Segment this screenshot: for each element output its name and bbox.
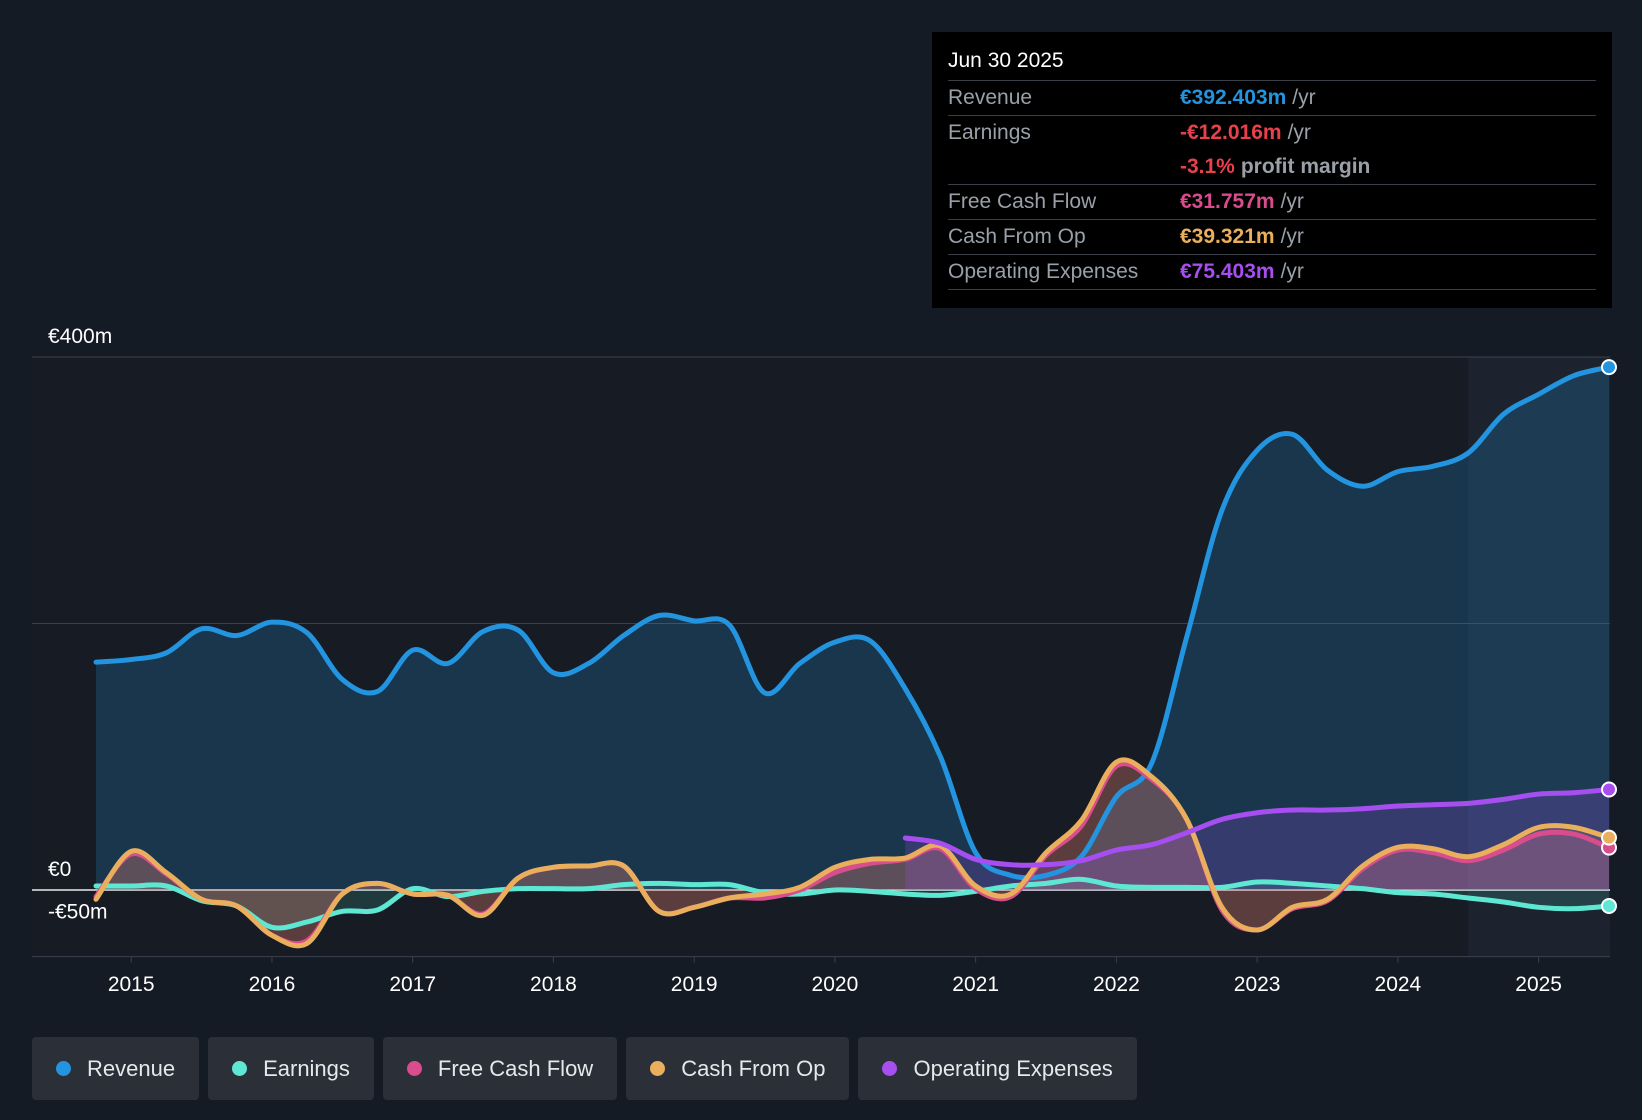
tooltip-label: Revenue (948, 86, 1033, 109)
y-tick-label: €400m (48, 325, 112, 348)
revenue-area (96, 367, 1609, 890)
plot-background (32, 357, 1610, 957)
tooltip-value: €392.403m (1180, 86, 1287, 109)
tooltip-unit: /yr (1292, 86, 1316, 109)
legend-label: Cash From Op (681, 1055, 826, 1081)
tooltip-value: €75.403m (1180, 260, 1275, 283)
x-tick-label: 2015 (108, 973, 155, 996)
tooltip-label: Free Cash Flow (948, 190, 1097, 213)
tooltip-date: Jun 30 2025 (948, 46, 1596, 81)
tooltip-row-revenue: Revenue €392.403m /yr (948, 81, 1596, 116)
earnings-endpoint (1601, 897, 1617, 914)
x-tick-label: 2019 (671, 973, 718, 996)
legend-label: Operating Expenses (913, 1055, 1113, 1081)
cash-from-op-dot-icon (650, 1061, 666, 1076)
y-tick-label: -€50m (48, 901, 108, 924)
x-tick-label: 2023 (1234, 973, 1281, 996)
earnings-dot-icon (232, 1061, 248, 1076)
legend-item-operating-expenses[interactable]: Operating Expenses (858, 1037, 1137, 1100)
free-cash-flow-area (96, 763, 1609, 944)
legend-label: Earnings (263, 1055, 350, 1081)
plot-area (32, 357, 1610, 957)
x-tick-label: 2018 (530, 973, 577, 996)
operating-expenses-line (902, 787, 1610, 868)
x-tick-label: 2021 (952, 973, 999, 996)
cash-from-op-endpoint (1601, 829, 1617, 846)
legend-item-cash-from-op[interactable]: Cash From Op (626, 1037, 850, 1100)
cash-from-op-area (96, 759, 1609, 946)
revenue-line (93, 364, 1610, 881)
tooltip-row-operating-expenses: Operating Expenses €75.403m /yr (948, 255, 1596, 290)
x-axis-labels: 2015 2016 2017 2018 2019 2020 2021 2022 2023 2024… (108, 956, 1562, 996)
tooltip-row-profit-margin: -3.1% profit margin (948, 150, 1596, 185)
series-lines (93, 364, 1610, 949)
x-tick-label: 2016 (249, 973, 296, 996)
y-axis-labels: €400m €0 -€50m (48, 325, 112, 924)
free-cash-flow-dot-icon (406, 1061, 422, 1076)
hover-tooltip: Jun 30 2025 Revenue €392.403m /yr Earnin… (932, 32, 1612, 308)
tooltip-row-free-cash-flow: Free Cash Flow €31.757m /yr (948, 185, 1596, 220)
series-endpoints (1601, 359, 1617, 914)
operating-expenses-area (905, 789, 1609, 890)
tooltip-label: Operating Expenses (948, 260, 1139, 283)
tooltip-row-cash-from-op: Cash From Op €39.321m /yr (948, 220, 1596, 255)
y-tick-label: €0 (48, 858, 71, 881)
tooltip-unit: /yr (1280, 190, 1304, 213)
legend-item-earnings[interactable]: Earnings (208, 1037, 374, 1100)
tooltip-value: €39.321m (1180, 225, 1275, 248)
tooltip-unit: /yr (1280, 260, 1304, 283)
tooltip-row-earnings: Earnings -€12.016m /yr (948, 116, 1596, 150)
legend-label: Free Cash Flow (437, 1055, 594, 1081)
operating-expenses-dot-icon (882, 1061, 898, 1076)
tooltip-label (948, 150, 1180, 184)
x-tick-label: 2025 (1515, 973, 1562, 996)
legend: Revenue Earnings Free Cash Flow Cash Fro… (32, 1037, 1146, 1100)
x-tick-label: 2022 (1093, 973, 1140, 996)
x-tick-label: 2017 (389, 973, 436, 996)
tooltip-value: -€12.016m (1180, 121, 1282, 144)
revenue-endpoint (1601, 359, 1617, 376)
legend-item-free-cash-flow[interactable]: Free Cash Flow (382, 1037, 618, 1100)
x-tick-label: 2024 (1375, 973, 1422, 996)
cash-from-op-line (93, 757, 1610, 949)
tooltip-label: Earnings (948, 121, 1031, 144)
revenue-dot-icon (56, 1061, 71, 1076)
tooltip-label: Cash From Op (948, 225, 1086, 248)
operating-expenses-endpoint (1601, 781, 1617, 798)
tooltip-unit: /yr (1287, 121, 1311, 144)
tooltip-unit: profit margin (1240, 155, 1371, 178)
tooltip-value: -3.1% (1180, 155, 1235, 178)
legend-label: Revenue (87, 1055, 176, 1081)
tooltip-value: €31.757m (1180, 190, 1275, 213)
tooltip-unit: /yr (1280, 225, 1304, 248)
legend-item-revenue[interactable]: Revenue (32, 1037, 200, 1100)
earnings-line (93, 876, 1610, 931)
x-tick-label: 2020 (812, 973, 859, 996)
